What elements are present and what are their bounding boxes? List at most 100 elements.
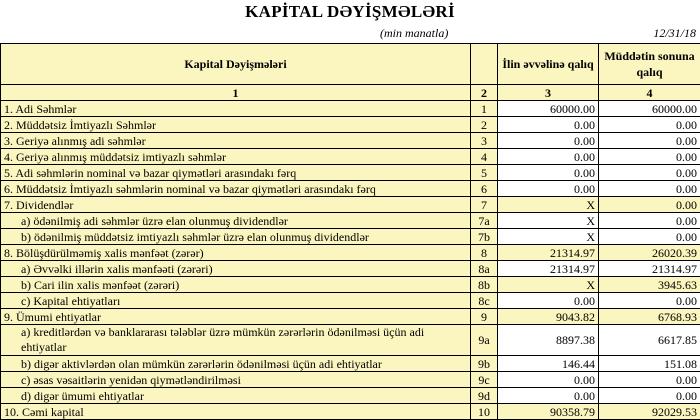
row-code: 8a [471,261,498,277]
row-start-balance: 0.00 [498,117,599,133]
row-end-balance: 0.00 [599,293,700,309]
row-end-balance: 0.00 [599,213,700,229]
row-end-balance: 21314.97 [599,261,700,277]
row-label: 5. Adi səhmlərin nominal və bazar qiymət… [1,165,471,181]
row-code: 5 [471,165,498,181]
row-code: 9 [471,309,498,325]
row-end-balance: 60000.00 [599,101,700,117]
row-code: 10 [471,404,498,420]
table-row: 6. Müddətsiz İmtiyazlı səhmlərin nominal… [1,181,700,197]
row-code: 7b [471,229,498,245]
row-code: 7 [471,197,498,213]
row-code: 9d [471,388,498,404]
row-code: 3 [471,133,498,149]
row-label: b) Cari ilin xalis mənfəət (zərəri) [1,277,471,293]
row-start-balance: 60000.00 [498,101,599,117]
row-start-balance: 146.44 [498,356,599,372]
capital-changes-table: Kapital Dəyişmələri İlin əvvəlinə qalıq … [0,43,700,420]
row-label: a) kreditlərdən və banklararası tələblər… [1,325,471,356]
row-code: 6 [471,181,498,197]
table-row: b) ödənilmiş müddətsiz imtiyazlı səhmlər… [1,229,700,245]
row-code: 8c [471,293,498,309]
header-label: Kapital Dəyişmələri [1,44,471,85]
row-start-balance: 0.00 [498,181,599,197]
row-start-balance: 9043.82 [498,309,599,325]
row-code: 8b [471,277,498,293]
row-label: 8. Bölüşdürülməmiş xalis mənfəət (zərər) [1,245,471,261]
colnum-2: 2 [471,85,498,101]
row-end-balance: 0.00 [599,197,700,213]
row-start-balance: 8897.38 [498,325,599,356]
row-end-balance: 0.00 [599,133,700,149]
row-label: b) ödənilmiş müddətsiz imtiyazlı səhmlər… [1,229,471,245]
row-label: 10. Cəmi kapital [1,404,471,420]
row-end-balance: 6617.85 [599,325,700,356]
table-row: c) əsas vəsaitlərin yenidən qiymətləndir… [1,372,700,388]
row-code: 4 [471,149,498,165]
row-start-balance: X [498,213,599,229]
table-row: a) kreditlərdən və banklararası tələblər… [1,325,700,356]
header-start-balance: İlin əvvəlinə qalıq [498,44,599,85]
row-label: 2. Müddətsiz İmtiyazlı Səhmlər [1,117,471,133]
table-row: a) Əvvəlki illərin xalis mənfəəti (zərər… [1,261,700,277]
header-end-balance: Müddətin sonuna qalıq [599,44,700,85]
row-end-balance: 0.00 [599,229,700,245]
row-start-balance: 21314.97 [498,245,599,261]
row-end-balance: 0.00 [599,165,700,181]
row-start-balance: X [498,277,599,293]
row-start-balance: 90358.79 [498,404,599,420]
row-code: 1 [471,101,498,117]
row-end-balance: 3945.63 [599,277,700,293]
table-row: 5. Adi səhmlərin nominal və bazar qiymət… [1,165,700,181]
row-label: b) digər aktivlərdən olan mümkün zərərlə… [1,356,471,372]
colnum-3: 3 [498,85,599,101]
row-start-balance: 0.00 [498,133,599,149]
row-code: 7a [471,213,498,229]
row-end-balance: 0.00 [599,149,700,165]
row-end-balance: 92029.53 [599,404,700,420]
table-row: 8. Bölüşdürülməmiş xalis mənfəət (zərər)… [1,245,700,261]
row-end-balance: 26020.39 [599,245,700,261]
table-row: b) digər aktivlərdən olan mümkün zərərlə… [1,356,700,372]
row-start-balance: 0.00 [498,149,599,165]
colnum-4: 4 [599,85,700,101]
row-end-balance: 0.00 [599,181,700,197]
row-start-balance: 0.00 [498,293,599,309]
row-code: 2 [471,117,498,133]
row-code: 8 [471,245,498,261]
row-code: 9c [471,372,498,388]
row-label: c) Kapital ehtiyatları [1,293,471,309]
row-end-balance: 0.00 [599,117,700,133]
page-title: KAPİTAL DƏYİŞMƏLƏRİ [0,2,700,22]
colnum-1: 1 [1,85,471,101]
table-header-row: Kapital Dəyişmələri İlin əvvəlinə qalıq … [1,44,700,85]
header-code [471,44,498,85]
row-label: 6. Müddətsiz İmtiyazlı səhmlərin nominal… [1,181,471,197]
report-date: 12/31/18 [653,26,696,41]
row-label: 1. Adi Səhmlər [1,101,471,117]
row-end-balance: 0.00 [599,388,700,404]
row-label: a) ödənilmiş adi səhmlər üzrə elan olunm… [1,213,471,229]
row-start-balance: 21314.97 [498,261,599,277]
table-row: 4. Geriyə alınmış müddətsiz imtiyazlı sə… [1,149,700,165]
column-number-row: 1 2 3 4 [1,85,700,101]
row-end-balance: 0.00 [599,372,700,388]
table-row: a) ödənilmiş adi səhmlər üzrə elan olunm… [1,213,700,229]
row-code: 9a [471,325,498,356]
row-end-balance: 6768.93 [599,309,700,325]
row-label: 3. Geriyə alınmış adi səhmlər [1,133,471,149]
row-start-balance: 0.00 [498,165,599,181]
row-start-balance: 0.00 [498,372,599,388]
row-start-balance: 0.00 [498,388,599,404]
row-label: 7. Dividendlər [1,197,471,213]
row-label: d) digər ümumi ehtiyatlar [1,388,471,404]
